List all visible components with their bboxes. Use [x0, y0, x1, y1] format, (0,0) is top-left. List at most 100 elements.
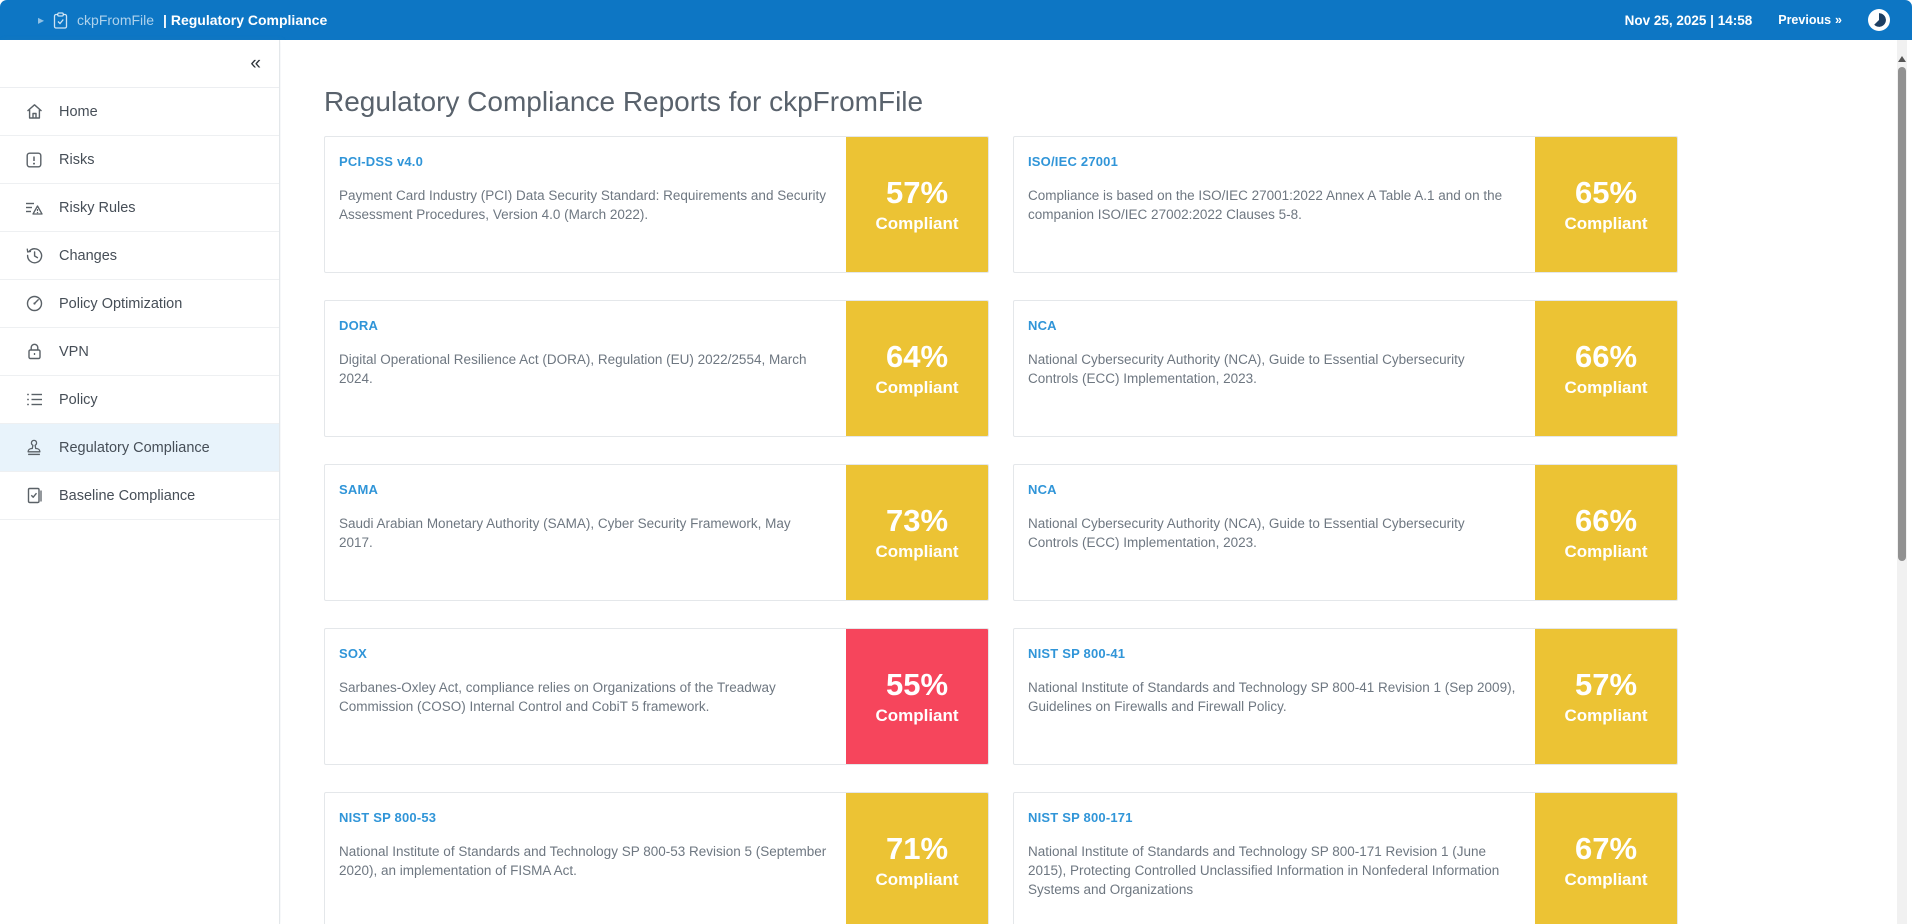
sidebar-item-label: Baseline Compliance — [59, 487, 196, 504]
home-icon — [24, 102, 44, 122]
compliance-percent: 67% — [1574, 831, 1638, 866]
sidebar-item-risks[interactable]: Risks — [0, 136, 279, 184]
sidebar-item-risky-rules[interactable]: Risky Rules — [0, 184, 279, 232]
sidebar-item-label: Policy Optimization — [59, 295, 183, 312]
compliance-score-block: 66% Compliant — [1535, 301, 1677, 436]
sidebar-item-label: Home — [59, 103, 98, 120]
compliance-score-block: 64% Compliant — [846, 301, 988, 436]
compliance-percent: 55% — [885, 667, 949, 702]
compliance-card: NIST SP 800-41 National Institute of Sta… — [1013, 628, 1678, 765]
compliant-label: Compliant — [1564, 870, 1648, 889]
sidebar-item-policy-optimization[interactable]: Policy Optimization — [0, 280, 279, 328]
list-icon — [24, 390, 44, 410]
policy-name-link[interactable]: SOX — [339, 646, 368, 661]
compliance-score-block: 71% Compliant — [846, 793, 988, 924]
policy-description: National Cybersecurity Authority (NCA), … — [1028, 516, 1465, 551]
compliance-card: NIST SP 800-171 National Institute of St… — [1013, 792, 1678, 924]
policy-name-link[interactable]: NIST SP 800-171 — [1028, 810, 1133, 825]
sidebar-item-label: Regulatory Compliance — [59, 439, 210, 456]
policy-description: National Institute of Standards and Tech… — [1028, 844, 1500, 898]
compliance-score-block: 57% Compliant — [1535, 629, 1677, 764]
compliance-percent: 65% — [1574, 175, 1638, 210]
compliance-percent: 66% — [1574, 339, 1638, 374]
policy-name-link[interactable]: DORA — [339, 318, 379, 333]
avatar-glyph-icon — [1874, 13, 1886, 27]
compliant-label: Compliant — [875, 706, 959, 725]
policy-description: National Institute of Standards and Tech… — [339, 844, 827, 879]
gauge-icon — [24, 294, 44, 314]
previous-button[interactable]: Previous» — [1778, 13, 1842, 27]
sidebar-item-home[interactable]: Home — [0, 88, 279, 136]
compliant-label: Compliant — [1564, 542, 1648, 561]
compliance-score-block: 66% Compliant — [1535, 465, 1677, 600]
compliance-score-block: 73% Compliant — [846, 465, 988, 600]
compliance-percent: 57% — [885, 175, 949, 210]
stamp-icon — [24, 438, 44, 458]
policy-name-link[interactable]: NCA — [1028, 318, 1057, 333]
datetime-display: Nov 25, 2025 | 14:58 — [1624, 12, 1753, 28]
sidebar-item-label: Changes — [59, 247, 118, 264]
policy-name-link[interactable]: NIST SP 800-41 — [1028, 646, 1126, 661]
compliance-percent: 66% — [1574, 503, 1638, 538]
compliance-card: DORA Digital Operational Resilience Act … — [324, 300, 989, 437]
compliance-percent: 71% — [885, 831, 949, 866]
checklist-icon — [24, 486, 44, 506]
sidebar-item-regulatory-compliance[interactable]: Regulatory Compliance — [0, 424, 279, 472]
sidebar-item-label: Risky Rules — [59, 199, 136, 216]
changes-history-icon — [24, 246, 44, 266]
lock-icon — [24, 342, 44, 362]
policy-description: Payment Card Industry (PCI) Data Securit… — [339, 188, 826, 223]
risks-icon — [24, 150, 44, 170]
sidebar-item-label: Risks — [59, 151, 95, 168]
policy-description: National Cybersecurity Authority (NCA), … — [1028, 352, 1465, 387]
policy-name-link[interactable]: ISO/IEC 27001 — [1028, 154, 1119, 169]
sidebar-item-vpn[interactable]: VPN — [0, 328, 279, 376]
breadcrumb-page: | Regulatory Compliance — [163, 12, 328, 28]
compliant-label: Compliant — [875, 214, 959, 233]
compliance-percent: 57% — [1574, 667, 1638, 702]
clipboard-icon — [53, 11, 68, 29]
sidebar-item-changes[interactable]: Changes — [0, 232, 279, 280]
breadcrumb-project[interactable]: ckpFromFile — [77, 12, 155, 28]
risky-rules-icon — [24, 198, 44, 218]
compliance-percent: 73% — [885, 503, 949, 538]
compliant-label: Compliant — [875, 542, 959, 561]
compliance-card: SOX Sarbanes-Oxley Act, compliance relie… — [324, 628, 989, 765]
policy-description: National Institute of Standards and Tech… — [1028, 680, 1516, 715]
compliant-label: Compliant — [875, 378, 959, 397]
policy-name-link[interactable]: NCA — [1028, 482, 1057, 497]
sidebar-collapse-button[interactable]: « — [250, 53, 261, 74]
policy-description: Sarbanes-Oxley Act, compliance relies on… — [339, 680, 776, 715]
page-title: Regulatory Compliance Reports for ckpFro… — [324, 86, 924, 117]
sidebar-item-label: Policy — [59, 391, 98, 408]
breadcrumb: ▸ ckpFromFile | Regulatory Compliance — [0, 11, 328, 29]
compliance-score-block: 55% Compliant — [846, 629, 988, 764]
policy-description: Saudi Arabian Monetary Authority (SAMA),… — [339, 516, 791, 551]
sidebar: « Home Risks Risky Rules Changes Policy Opti… — [0, 40, 280, 924]
sidebar-item-label: VPN — [59, 343, 89, 360]
compliance-score-block: 67% Compliant — [1535, 793, 1677, 924]
scroll-up-arrow-icon[interactable] — [1897, 54, 1907, 64]
policy-name-link[interactable]: NIST SP 800-53 — [339, 810, 437, 825]
double-chevron-right-icon: » — [1835, 13, 1842, 27]
sidebar-item-policy[interactable]: Policy — [0, 376, 279, 424]
policy-description: Digital Operational Resilience Act (DORA… — [339, 352, 807, 387]
policy-description: Compliance is based on the ISO/IEC 27001… — [1028, 188, 1503, 223]
profile-avatar[interactable] — [1868, 9, 1890, 31]
compliance-card: NCA National Cybersecurity Authority (NC… — [1013, 464, 1678, 601]
top-bar: ▸ ckpFromFile | Regulatory Compliance No… — [0, 0, 1912, 40]
policy-name-link[interactable]: SAMA — [339, 482, 379, 497]
vertical-scrollbar[interactable] — [1897, 40, 1907, 924]
compliance-card: PCI-DSS v4.0 Payment Card Industry (PCI)… — [324, 136, 989, 273]
scrollbar-thumb[interactable] — [1898, 67, 1906, 561]
sidebar-item-baseline-compliance[interactable]: Baseline Compliance — [0, 472, 279, 520]
compliance-card: SAMA Saudi Arabian Monetary Authority (S… — [324, 464, 989, 601]
compliance-score-block: 57% Compliant — [846, 137, 988, 272]
policy-name-link[interactable]: PCI-DSS v4.0 — [339, 154, 424, 169]
main-content: Regulatory Compliance Reports for ckpFro… — [281, 40, 1897, 924]
compliance-card: NIST SP 800-53 National Institute of Sta… — [324, 792, 989, 924]
compliant-label: Compliant — [1564, 214, 1648, 233]
breadcrumb-caret-icon[interactable]: ▸ — [38, 13, 45, 27]
compliance-card: NCA National Cybersecurity Authority (NC… — [1013, 300, 1678, 437]
compliance-card: ISO/IEC 27001 Compliance is based on the… — [1013, 136, 1678, 273]
